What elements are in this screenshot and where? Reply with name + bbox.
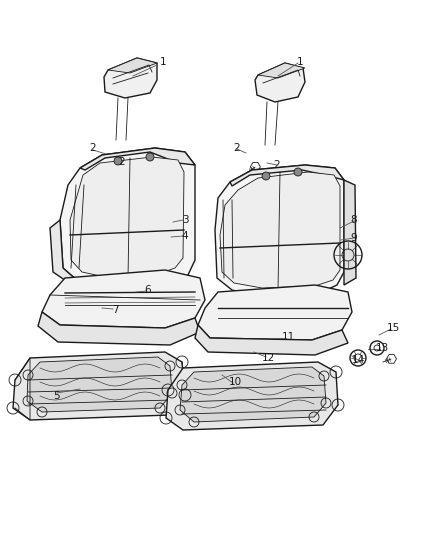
Polygon shape [220, 172, 340, 288]
Text: 5: 5 [54, 391, 60, 401]
Polygon shape [50, 220, 80, 285]
Text: 15: 15 [386, 323, 399, 333]
Polygon shape [258, 63, 305, 78]
Polygon shape [38, 312, 200, 345]
Circle shape [262, 172, 270, 180]
Text: 2: 2 [119, 157, 125, 167]
Polygon shape [195, 325, 348, 355]
Text: 2: 2 [274, 160, 280, 170]
Polygon shape [230, 165, 344, 186]
Circle shape [146, 153, 154, 161]
Polygon shape [108, 58, 157, 73]
Text: 11: 11 [281, 332, 295, 342]
Polygon shape [180, 367, 326, 422]
Polygon shape [13, 352, 185, 420]
Text: 9: 9 [351, 233, 357, 243]
Polygon shape [344, 180, 356, 285]
Circle shape [114, 157, 122, 165]
Text: 1: 1 [297, 57, 303, 67]
Polygon shape [70, 157, 184, 277]
Polygon shape [104, 58, 157, 98]
Text: 2: 2 [234, 143, 240, 153]
Text: 8: 8 [351, 215, 357, 225]
Polygon shape [27, 357, 172, 412]
Text: 10: 10 [229, 377, 242, 387]
Text: 1: 1 [160, 57, 166, 67]
Circle shape [294, 168, 302, 176]
Polygon shape [198, 285, 352, 340]
Text: 2: 2 [90, 143, 96, 153]
Polygon shape [42, 270, 205, 328]
Text: 13: 13 [375, 343, 389, 353]
Text: 14: 14 [351, 355, 364, 365]
Text: 7: 7 [112, 305, 118, 315]
Polygon shape [166, 362, 338, 430]
Text: 12: 12 [261, 353, 275, 363]
Text: 6: 6 [145, 285, 151, 295]
Text: 4: 4 [182, 231, 188, 241]
Polygon shape [60, 148, 195, 290]
Polygon shape [255, 63, 305, 102]
Polygon shape [80, 148, 195, 170]
Text: 3: 3 [182, 215, 188, 225]
Polygon shape [215, 165, 344, 296]
